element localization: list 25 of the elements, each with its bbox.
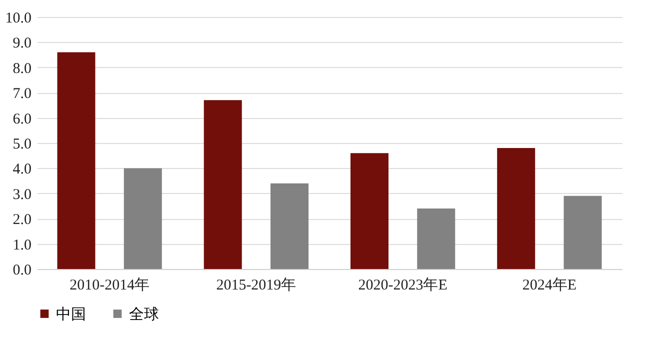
x-tick-label: 2010-2014年 xyxy=(70,276,150,294)
y-tick-label: 2.0 xyxy=(12,212,32,228)
bar xyxy=(270,183,309,269)
bar xyxy=(417,208,456,269)
y-tick-label: 10.0 xyxy=(5,10,32,26)
x-tick-label: 2024年E xyxy=(522,276,577,294)
bar xyxy=(124,168,162,269)
y-tick-label: 4.0 xyxy=(12,162,32,178)
bar xyxy=(564,196,602,269)
x-tick-label: 2020-2023年E xyxy=(358,276,448,294)
bar xyxy=(57,52,96,269)
y-tick-label: 8.0 xyxy=(12,60,32,77)
y-tick-label: 0.0 xyxy=(12,262,32,278)
y-tick-label: 7.0 xyxy=(12,86,32,102)
y-tick-label: 1.0 xyxy=(12,237,32,254)
y-tick-label: 6.0 xyxy=(12,111,32,128)
bar xyxy=(204,100,242,269)
legend-label: 全球 xyxy=(129,306,159,323)
x-tick-label: 2015-2019年 xyxy=(216,276,296,294)
legend-label: 中国 xyxy=(56,306,86,323)
y-tick-label: 3.0 xyxy=(12,186,32,203)
bar xyxy=(497,148,536,269)
bar xyxy=(350,153,388,269)
y-tick-label: 9.0 xyxy=(12,36,32,52)
y-tick-label: 5.0 xyxy=(12,136,32,152)
